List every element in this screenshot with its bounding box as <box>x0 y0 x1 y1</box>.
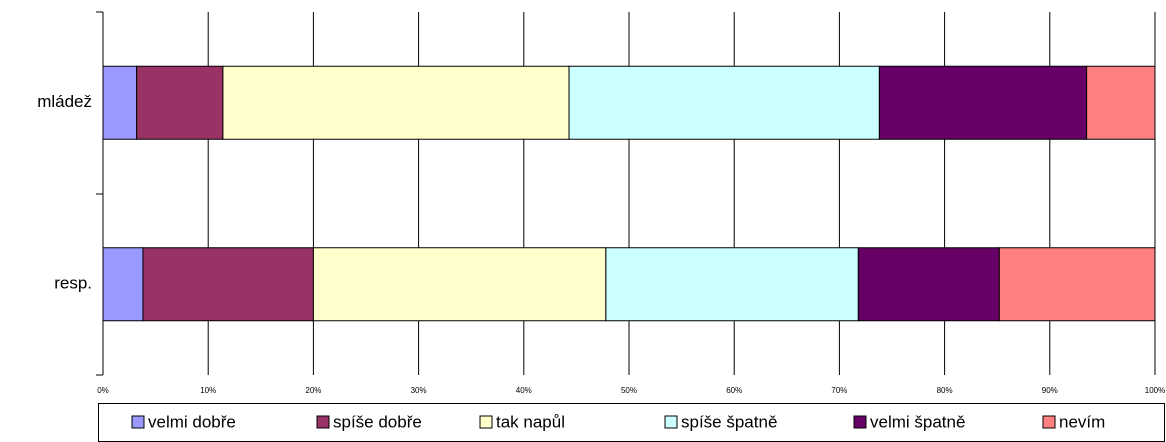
legend-label: nevím <box>1059 412 1105 431</box>
x-tick-label: 80% <box>937 386 953 395</box>
legend-swatch <box>664 415 678 429</box>
x-tick-label: 10% <box>200 386 216 395</box>
legend-label: tak napůl <box>496 412 565 431</box>
x-tick-label: 20% <box>305 386 321 395</box>
legend-box <box>98 403 1165 442</box>
bar-segment <box>605 247 859 322</box>
legend-swatch <box>131 415 145 429</box>
legend-swatch <box>853 415 867 429</box>
bar-segment <box>222 65 570 140</box>
category-label: resp. <box>54 274 92 293</box>
bar-segment <box>136 65 224 140</box>
x-tick-label: 50% <box>621 386 637 395</box>
bar-segment <box>312 247 607 322</box>
x-tick-label: 40% <box>516 386 532 395</box>
bar-segment <box>568 65 880 140</box>
x-tick-label: 100% <box>1145 386 1165 395</box>
legend-label: velmi dobře <box>148 412 236 431</box>
legend-label: spíše špatně <box>681 412 777 431</box>
x-tick-label: 0% <box>97 386 109 395</box>
bar-segment <box>102 247 144 322</box>
category-label: mládež <box>37 92 92 111</box>
bar-segment <box>142 247 314 322</box>
x-tick-label: 30% <box>411 386 427 395</box>
bar-segment <box>878 65 1088 140</box>
legend-swatch <box>479 415 493 429</box>
legend-swatch <box>1042 415 1056 429</box>
bar-segment <box>998 247 1156 322</box>
x-tick-label: 70% <box>831 386 847 395</box>
x-tick-label: 60% <box>726 386 742 395</box>
bar-segment <box>102 65 138 140</box>
legend-label: spíše dobře <box>333 412 422 431</box>
legend-swatch <box>316 415 330 429</box>
bar-segment <box>857 247 1000 322</box>
bar-segment <box>1086 65 1156 140</box>
legend-label: velmi špatně <box>870 412 965 431</box>
x-tick-label: 90% <box>1042 386 1058 395</box>
